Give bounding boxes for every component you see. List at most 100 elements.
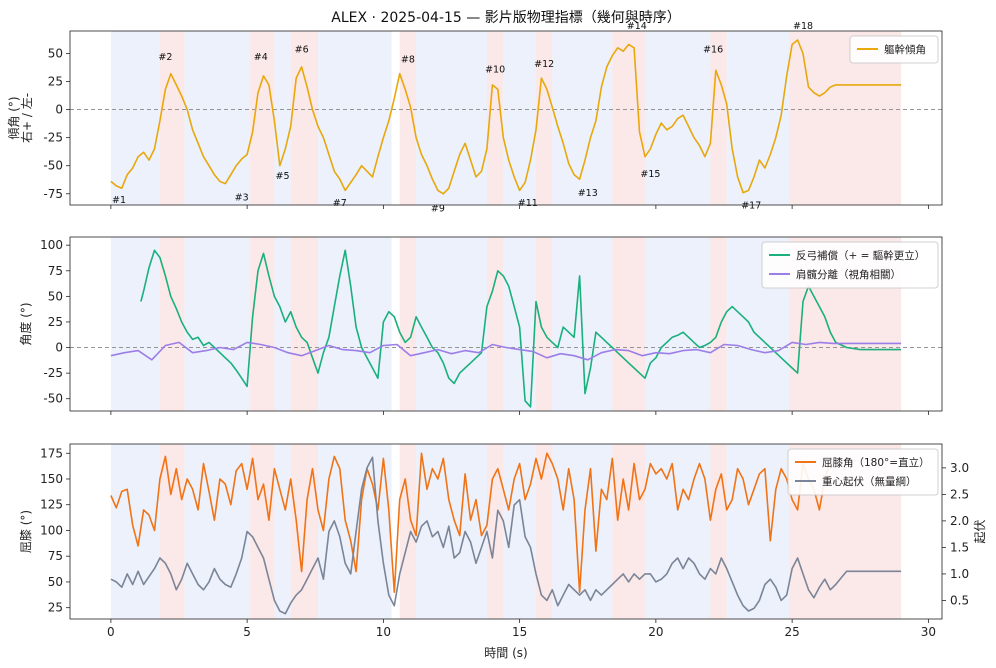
legend bbox=[761, 241, 939, 289]
y-tick-label: 125 bbox=[40, 498, 63, 512]
y-tick-label: 75 bbox=[48, 549, 63, 563]
legend-entry: 重心起伏（無量綱） bbox=[822, 475, 917, 488]
axes-frame bbox=[69, 30, 943, 206]
swing-label: #18 bbox=[793, 21, 813, 32]
legend-entry: 屈膝角（180°=直立） bbox=[822, 456, 930, 469]
y-tick-label: -50 bbox=[43, 159, 63, 173]
swing-label: #16 bbox=[703, 44, 723, 55]
y-tick-label: 0 bbox=[55, 103, 63, 117]
panel-2: -50 -25 0 25 50 75 100 角度 (°) 反弓補償（+ = 驅幹更立） 肩髖分離… bbox=[18, 236, 943, 415]
series-line-2-1 bbox=[140, 249, 902, 408]
x-tick-label: 0 bbox=[107, 625, 115, 639]
series-line-3-2 bbox=[110, 456, 902, 615]
y2-tick-label: 0.5 bbox=[950, 593, 969, 607]
phase-band-11 bbox=[503, 31, 536, 205]
y-tick-label: 100 bbox=[40, 238, 63, 252]
y2-tick-label: 1.0 bbox=[950, 567, 969, 581]
y2-tick-label: 2.5 bbox=[950, 487, 969, 501]
x-tick-label: 5 bbox=[243, 625, 251, 639]
panel-1: #1 #2 #3 #4 #5 #6 #7 #8 #9 #10 #11 #12 #13 #14 #15 #16 #… bbox=[7, 21, 943, 215]
phase-band-7 bbox=[317, 237, 392, 411]
chart-title: ALEX · 2025-04-15 — 影片版物理指標（幾何與時序） bbox=[331, 10, 680, 26]
y-tick-label: 150 bbox=[40, 472, 63, 486]
y-tick-label: -75 bbox=[43, 187, 63, 201]
legend bbox=[787, 448, 939, 496]
x-tick-label: 10 bbox=[376, 625, 391, 639]
phase-band-16 bbox=[710, 237, 727, 411]
phase-band-12 bbox=[535, 31, 553, 205]
swing-label: #2 bbox=[158, 52, 172, 63]
swing-label: #1 bbox=[112, 195, 126, 206]
series-line-1-1 bbox=[110, 39, 902, 195]
phase-band-10 bbox=[486, 237, 504, 411]
phase-band-14 bbox=[612, 31, 645, 205]
x-tick-label: 15 bbox=[512, 625, 527, 639]
axes-frame bbox=[69, 443, 943, 620]
legend-entry: 反弓補償（+ = 驅幹更立） bbox=[796, 249, 925, 262]
phase-band-2 bbox=[159, 444, 185, 619]
y-tick-label: 50 bbox=[48, 289, 63, 303]
y2-tick-label: 2.0 bbox=[950, 514, 969, 528]
y-tick-label: 75 bbox=[48, 264, 63, 278]
swing-label: #9 bbox=[431, 204, 445, 215]
swing-label: #11 bbox=[518, 198, 538, 209]
y-tick-label: 0 bbox=[55, 341, 63, 355]
phase-band-7 bbox=[317, 31, 392, 205]
x-tick-label: 30 bbox=[921, 625, 936, 639]
y2-tick-label: 3.0 bbox=[950, 461, 969, 475]
phase-band-8 bbox=[399, 237, 417, 411]
phase-band-3 bbox=[184, 444, 250, 619]
phase-band-3 bbox=[184, 237, 250, 411]
phase-band-14 bbox=[612, 237, 645, 411]
y2-axis-label: 起伏 bbox=[973, 519, 987, 543]
y-tick-label: 25 bbox=[48, 315, 63, 329]
phase-band-13 bbox=[552, 31, 613, 205]
swing-label: #5 bbox=[276, 171, 290, 182]
y-tick-label: 25 bbox=[48, 601, 63, 615]
legend bbox=[849, 35, 939, 64]
phase-band-10 bbox=[486, 31, 504, 205]
phase-band-13 bbox=[552, 444, 613, 619]
swing-label: #17 bbox=[741, 200, 761, 211]
y-tick-label: 100 bbox=[40, 523, 63, 537]
phase-band-8 bbox=[399, 444, 417, 619]
series-line-3-1 bbox=[110, 452, 832, 594]
phase-band-14 bbox=[612, 444, 645, 619]
phase-band-6 bbox=[290, 31, 318, 205]
phase-band-12 bbox=[535, 444, 553, 619]
y-axis-label: 角度 (°) bbox=[18, 302, 33, 345]
swing-label: #10 bbox=[485, 65, 505, 76]
phase-band-1 bbox=[110, 31, 160, 205]
phase-band-16 bbox=[710, 444, 727, 619]
x-axis-label: 時間 (s) bbox=[484, 646, 527, 660]
x-tick-label: 25 bbox=[784, 625, 799, 639]
swing-label: #7 bbox=[333, 198, 347, 209]
swing-label: #13 bbox=[578, 188, 598, 199]
axes-frame bbox=[69, 236, 943, 412]
y-tick-label: 175 bbox=[40, 446, 63, 460]
panel-3: 25 50 75 100 125 150 175 0.5 1.0 1.5 2.0 2.5 3.0 起伏 0 5… bbox=[19, 443, 987, 639]
y-axis-label: 傾角 (°) bbox=[7, 96, 21, 139]
phase-band-3 bbox=[184, 31, 250, 205]
swing-label: #14 bbox=[627, 21, 647, 32]
legend-entry: 肩髖分離（視角相關） bbox=[796, 268, 901, 281]
phase-band-12 bbox=[535, 237, 553, 411]
y-tick-label: -25 bbox=[43, 131, 63, 145]
phase-band-11 bbox=[503, 444, 536, 619]
phase-band-8 bbox=[399, 31, 417, 205]
y-tick-label: -25 bbox=[43, 366, 63, 380]
y-tick-label: 25 bbox=[48, 75, 63, 89]
phase-band-5 bbox=[274, 31, 291, 205]
swing-label: #12 bbox=[534, 59, 554, 70]
y-axis-label: 右+ / 左- bbox=[19, 93, 34, 143]
legend-entry: 軀幹傾角 bbox=[884, 43, 926, 56]
y-tick-label: 50 bbox=[48, 575, 63, 589]
swing-label: #4 bbox=[254, 52, 268, 63]
swing-label: #15 bbox=[640, 169, 660, 180]
y-tick-label: -50 bbox=[43, 392, 63, 406]
phase-band-5 bbox=[274, 444, 291, 619]
phase-band-2 bbox=[159, 237, 185, 411]
y-axis-label: 屈膝 (°) bbox=[19, 510, 33, 553]
y-tick-label: 50 bbox=[48, 46, 63, 60]
